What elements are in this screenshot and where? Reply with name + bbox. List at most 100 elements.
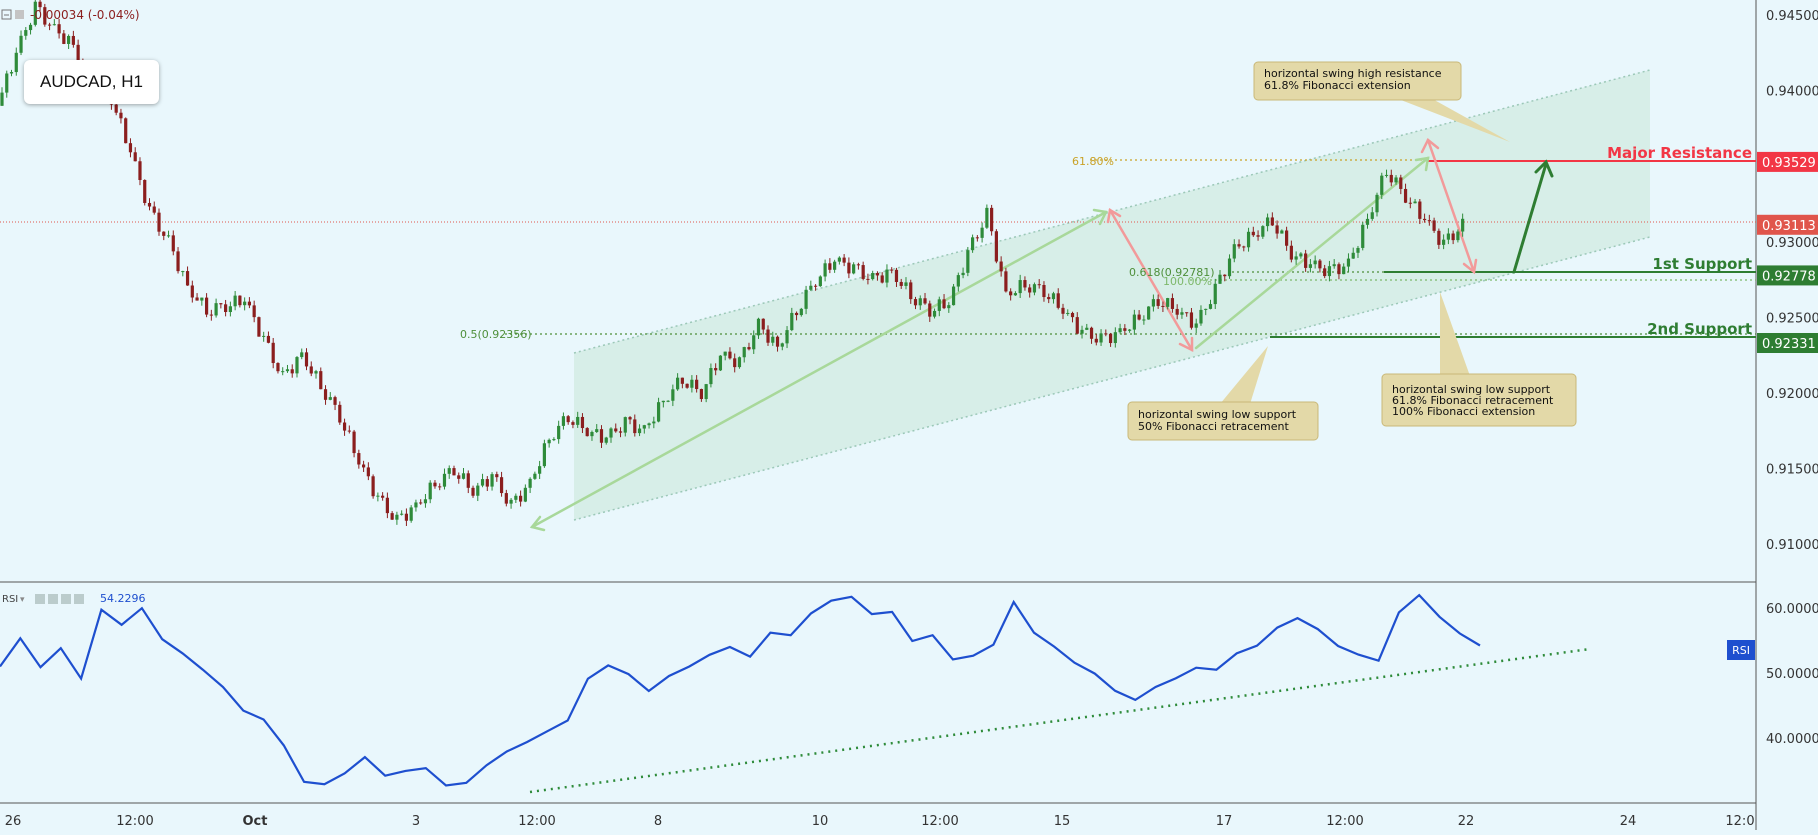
candle-body <box>523 487 527 502</box>
rsi-add-icon[interactable] <box>61 594 71 604</box>
candle-body <box>1399 177 1403 189</box>
candle-body <box>5 73 9 93</box>
collapse-icon[interactable] <box>1 9 12 20</box>
rsi-dropdown-icon[interactable]: ▾ <box>20 595 25 605</box>
price-tag-text: 0.93529 <box>1762 156 1816 171</box>
price-tag-bg <box>1757 265 1818 286</box>
candle-body <box>1123 328 1127 331</box>
candle-body <box>376 495 380 497</box>
candle-body <box>419 502 423 504</box>
candle-body <box>709 368 713 385</box>
retrace-arrow-2-head-bottom <box>1462 258 1478 275</box>
candle-body <box>414 502 418 508</box>
candle-body <box>561 416 566 426</box>
candle-body <box>1089 327 1094 339</box>
candle-body <box>1023 280 1027 288</box>
change-readout: -0.00034 (-0.04%) <box>30 8 140 22</box>
candle-body <box>423 499 428 504</box>
candles-layer <box>0 0 1465 526</box>
rsi-settings-icon[interactable] <box>48 594 58 604</box>
candle-body <box>67 35 71 44</box>
candle-body <box>966 250 970 273</box>
candle-body <box>1013 293 1018 296</box>
candle-body <box>580 416 585 429</box>
candle-body <box>1365 218 1370 225</box>
bullish-projection-arrow-head <box>1534 159 1554 178</box>
price-axis-label: 0.92500 <box>1766 311 1818 326</box>
candle-body <box>666 400 670 402</box>
candle-body <box>1175 308 1179 315</box>
candle-body <box>542 443 546 467</box>
fib-ext-618-label: 61.80% <box>1072 155 1114 168</box>
rsi-visibility-icon[interactable] <box>35 594 45 604</box>
candle-body <box>1066 312 1070 314</box>
candle-body <box>114 104 118 113</box>
candle-body <box>290 369 294 374</box>
candle-body <box>43 7 47 25</box>
candle-body <box>766 329 770 343</box>
price-axis[interactable]: 0.945000.940000.935000.930000.925000.920… <box>1766 9 1818 553</box>
price-tags: 0.93529 0.93113 0.92778 0.92331 <box>1757 151 1818 354</box>
rsi-close-icon[interactable] <box>74 594 84 604</box>
candle-body <box>861 265 865 279</box>
candle-body <box>314 371 318 374</box>
rsi-controls-icons[interactable] <box>35 594 84 604</box>
candle-body <box>295 357 299 374</box>
candle-body <box>680 377 684 384</box>
candle-body <box>628 417 632 420</box>
candle-body <box>918 298 922 306</box>
candle-body <box>1432 220 1436 231</box>
candle-body <box>1166 298 1170 307</box>
rsi-axis-label: 60.0000 <box>1766 602 1818 617</box>
candle-body <box>695 379 699 390</box>
candle-body <box>1256 235 1260 237</box>
candle-body <box>262 335 266 337</box>
candle-body <box>956 275 960 287</box>
candle-body <box>1418 201 1422 219</box>
time-axis[interactable]: 26 12:00 Oct 3 12:00 8 10 12:00 15 17 12:00 22 24 12:… <box>5 814 1755 829</box>
candle-body <box>904 282 908 286</box>
bullish-projection-arrow <box>1512 162 1548 274</box>
candle-body <box>790 312 794 331</box>
candle-body <box>642 425 646 429</box>
channel-lower-line <box>573 236 1651 521</box>
rsi-badge-text: RSI <box>1732 644 1750 657</box>
candle-body <box>714 368 718 371</box>
rsi-label: RSI <box>2 594 18 605</box>
visibility-icon[interactable] <box>15 10 24 19</box>
callout-support2-line1: horizontal swing low support <box>1138 408 1297 421</box>
candle-body <box>704 384 708 400</box>
candle-body <box>1342 266 1346 275</box>
candle-body <box>224 304 228 313</box>
candle-body <box>813 285 818 287</box>
candle-body <box>899 281 903 286</box>
retrace-arrow-2 <box>1426 138 1476 274</box>
retrace-arrow-1 <box>1108 208 1194 352</box>
candle-body <box>747 347 751 350</box>
candle-body <box>319 371 323 390</box>
time-axis-label: 24 <box>1620 814 1637 829</box>
time-axis-label: 12:00 <box>1326 814 1363 829</box>
candle-body <box>1151 299 1155 307</box>
time-axis-label: 17 <box>1216 814 1233 829</box>
candle-body <box>913 299 918 306</box>
candle-body <box>342 422 347 431</box>
candle-body <box>837 257 841 262</box>
candle-body <box>894 269 899 282</box>
candle-body <box>690 379 694 388</box>
rsi-value: 54.2296 <box>100 592 146 605</box>
rsi-axis[interactable]: 60.0000 50.0000 40.0000 <box>1766 602 1818 747</box>
candle-body <box>975 237 979 239</box>
candle-body <box>528 478 532 488</box>
candle-body <box>699 389 703 400</box>
candle-body <box>1394 177 1398 183</box>
candle-body <box>1294 256 1298 260</box>
candle-body <box>495 474 499 478</box>
candle-body <box>476 485 480 496</box>
candle-body <box>994 231 998 262</box>
candle-body <box>1270 217 1274 226</box>
candle-body <box>1422 218 1427 221</box>
candle-body <box>1299 253 1303 257</box>
candle-body <box>1037 284 1041 286</box>
